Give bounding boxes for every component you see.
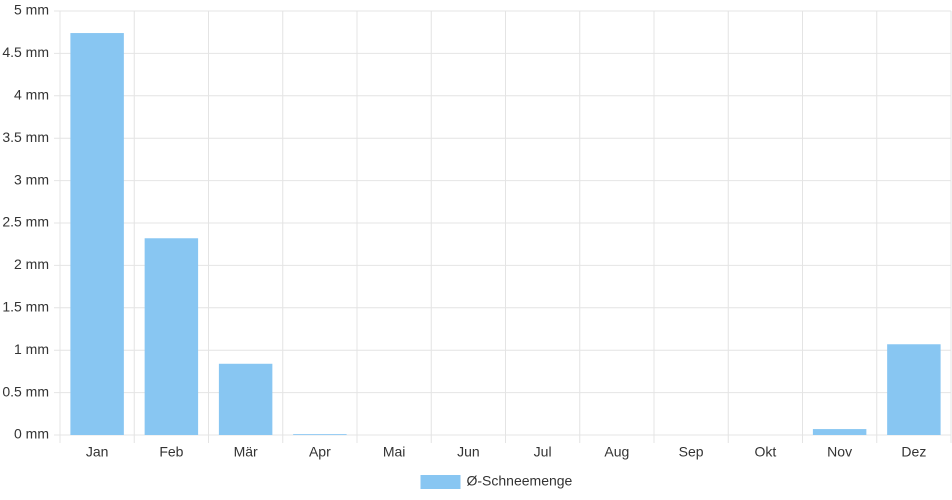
y-tick-label: 1 mm <box>14 341 49 357</box>
bar <box>218 363 273 435</box>
y-tick-label: 1.5 mm <box>2 299 49 315</box>
y-tick-label: 3.5 mm <box>2 129 49 145</box>
y-tick-label: 4 mm <box>14 87 49 103</box>
y-tick-label: 3 mm <box>14 171 49 187</box>
y-tick-label: 2.5 mm <box>2 214 49 230</box>
x-tick-label: Aug <box>604 444 629 460</box>
x-tick-label: Nov <box>827 444 852 460</box>
x-tick-label: Mai <box>383 444 406 460</box>
bar <box>70 33 124 435</box>
y-tick-label: 0.5 mm <box>2 383 49 399</box>
x-tick-label: Jun <box>457 444 480 460</box>
y-tick-label: 5 mm <box>14 2 49 18</box>
x-tick-label: Okt <box>754 444 776 460</box>
x-tick-label: Sep <box>679 444 704 460</box>
bar <box>887 344 941 435</box>
legend-swatch <box>420 475 461 489</box>
bar <box>812 429 867 435</box>
y-tick-label: 4.5 mm <box>2 44 49 60</box>
x-tick-label: Dez <box>901 444 926 460</box>
bar <box>293 434 347 435</box>
y-tick-label: 2 mm <box>14 256 49 272</box>
x-tick-label: Jan <box>86 444 109 460</box>
x-tick-label: Jul <box>534 444 552 460</box>
x-tick-label: Apr <box>309 444 331 460</box>
y-tick-label: 0 mm <box>14 426 49 442</box>
x-tick-label: Mär <box>234 444 258 460</box>
bar <box>144 238 199 435</box>
legend-label: Ø-Schneemenge <box>467 473 573 489</box>
x-tick-label: Feb <box>159 444 183 460</box>
